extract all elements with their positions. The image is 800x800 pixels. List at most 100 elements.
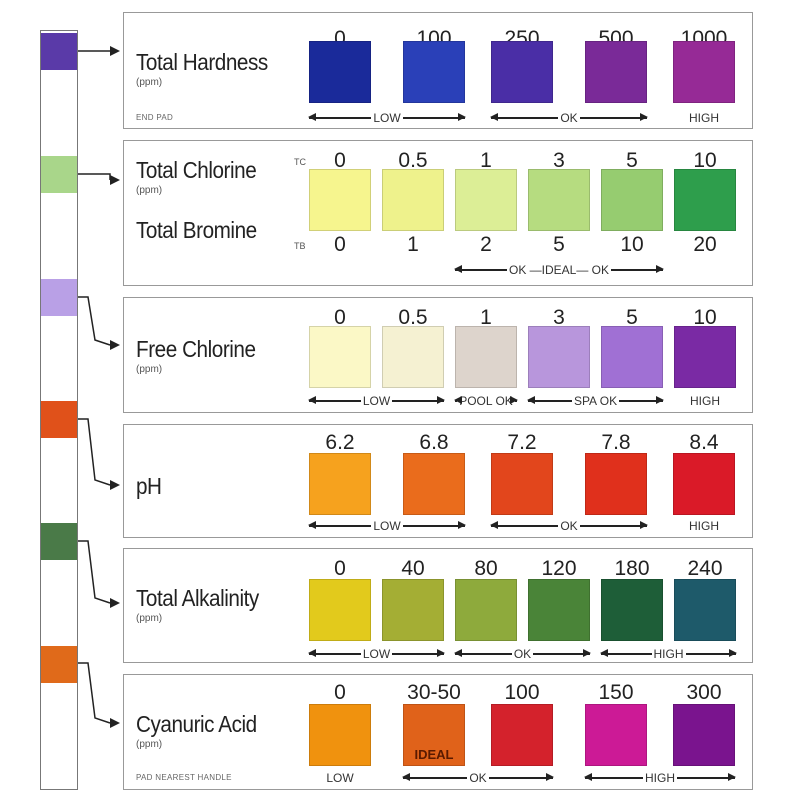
arrow-right-icon bbox=[392, 650, 445, 657]
value-label: 40 bbox=[401, 557, 425, 580]
value-label: 0 bbox=[334, 149, 346, 172]
arrow-left-icon bbox=[527, 397, 572, 404]
arrow-right-icon bbox=[488, 774, 555, 781]
range-label: HIGH bbox=[689, 111, 719, 125]
panel-title: Total Hardness bbox=[136, 49, 268, 75]
value-label-bottom: 0 bbox=[334, 233, 346, 256]
range-label: OK bbox=[560, 111, 578, 125]
value-label: 10 bbox=[693, 149, 717, 172]
color-swatch bbox=[455, 169, 517, 231]
arrow-left-icon bbox=[453, 397, 463, 404]
color-swatch bbox=[382, 169, 444, 231]
range-indicator: OK bbox=[489, 519, 649, 533]
color-swatch bbox=[528, 579, 590, 641]
range-indicator: LOW bbox=[308, 394, 445, 408]
color-swatch bbox=[601, 326, 663, 388]
range-indicator: HIGH bbox=[584, 771, 736, 785]
value-label: 0 bbox=[334, 681, 346, 704]
value-label: 3 bbox=[553, 306, 565, 329]
range-label: LOW bbox=[373, 519, 401, 533]
arrow-left-icon bbox=[454, 266, 507, 273]
panel-title: Total Alkalinity bbox=[136, 585, 259, 611]
range-indicator: LOW bbox=[308, 647, 445, 661]
value-label: 7.8 bbox=[601, 431, 631, 454]
value-label-bottom: 2 bbox=[480, 233, 492, 256]
arrow-right-icon bbox=[579, 522, 649, 529]
color-swatch bbox=[673, 453, 735, 515]
test-panel: pH 6.2 6.8 7.2 7.8 8.4 LOW OK HIGH bbox=[123, 424, 753, 538]
value-label: 10 bbox=[693, 306, 717, 329]
connector-line bbox=[78, 296, 111, 346]
connector-line bbox=[78, 540, 111, 604]
range-label: LOW bbox=[362, 647, 391, 661]
color-swatch bbox=[309, 453, 371, 515]
strip-pad bbox=[41, 156, 77, 193]
color-swatch bbox=[491, 41, 553, 103]
unit-label: (ppm) bbox=[136, 613, 163, 624]
arrow-left-icon bbox=[307, 522, 372, 529]
value-label-bottom: 10 bbox=[620, 233, 644, 256]
range-label: HIGH bbox=[645, 771, 675, 785]
footnote: END PAD bbox=[136, 113, 174, 122]
value-label: 1 bbox=[480, 306, 492, 329]
range-indicator: OK bbox=[401, 771, 555, 785]
arrow-left-icon bbox=[600, 650, 652, 657]
color-swatch bbox=[601, 169, 663, 231]
panel-title: Total Chlorine bbox=[136, 157, 257, 183]
test-panel: Total Hardness (ppm) END PAD 0 100 250 500 1000… bbox=[123, 12, 753, 129]
value-label: 30-50 bbox=[407, 681, 461, 704]
arrow-head-icon bbox=[110, 175, 120, 185]
arrow-right-icon bbox=[402, 522, 467, 529]
unit-label: (ppm) bbox=[136, 77, 163, 88]
arrow-right-icon bbox=[509, 397, 519, 404]
value-label: 0 bbox=[334, 27, 346, 50]
value-label: 0.5 bbox=[398, 149, 428, 172]
value-label-bottom: 5 bbox=[553, 233, 565, 256]
range-label: HIGH bbox=[653, 647, 684, 661]
panel-title: pH bbox=[136, 473, 162, 499]
color-swatch bbox=[673, 704, 735, 766]
value-label: 180 bbox=[614, 557, 650, 580]
color-swatch bbox=[455, 326, 517, 388]
range-label: HIGH bbox=[689, 519, 719, 533]
arrow-left-icon bbox=[584, 774, 643, 781]
color-swatch: IDEAL bbox=[403, 704, 465, 766]
footnote: PAD NEAREST HANDLE bbox=[136, 773, 232, 782]
value-label: 0 bbox=[334, 557, 346, 580]
range-indicator: OK bbox=[489, 111, 649, 125]
color-swatch bbox=[674, 169, 736, 231]
color-swatch bbox=[528, 326, 590, 388]
panel-title: Free Chlorine bbox=[136, 336, 256, 362]
range-label: LOW bbox=[362, 394, 391, 408]
color-swatch bbox=[309, 704, 371, 766]
unit-label: (ppm) bbox=[136, 739, 163, 750]
color-swatch bbox=[585, 704, 647, 766]
value-label-bottom: 20 bbox=[693, 233, 717, 256]
color-swatch bbox=[455, 579, 517, 641]
value-label: 7.2 bbox=[507, 431, 537, 454]
strip-pad bbox=[41, 279, 77, 316]
range-indicator: HIGH bbox=[600, 647, 737, 661]
arrow-right-icon bbox=[402, 114, 467, 121]
prefix-tb: TB bbox=[294, 241, 306, 251]
color-swatch bbox=[309, 41, 371, 103]
color-swatch bbox=[601, 579, 663, 641]
panel-title: Cyanuric Acid bbox=[136, 711, 257, 737]
value-label: 0.5 bbox=[398, 306, 428, 329]
value-label: 1 bbox=[480, 149, 492, 172]
color-swatch bbox=[528, 169, 590, 231]
color-swatch bbox=[674, 579, 736, 641]
color-swatch bbox=[382, 579, 444, 641]
range-indicator: POOL OK bbox=[453, 394, 519, 408]
color-swatch bbox=[491, 453, 553, 515]
color-swatch bbox=[491, 704, 553, 766]
range-indicator: HIGH bbox=[673, 519, 735, 533]
value-label: 150 bbox=[598, 681, 634, 704]
arrow-left-icon bbox=[307, 114, 372, 121]
swatch-label: IDEAL bbox=[414, 747, 454, 762]
range-label: LOW bbox=[373, 111, 401, 125]
test-panel: Cyanuric Acid (ppm) PAD NEAREST HANDLE 0 30-… bbox=[123, 674, 753, 790]
range-indicator: LOW bbox=[309, 771, 371, 785]
value-label: 6.8 bbox=[419, 431, 449, 454]
color-swatch bbox=[585, 453, 647, 515]
